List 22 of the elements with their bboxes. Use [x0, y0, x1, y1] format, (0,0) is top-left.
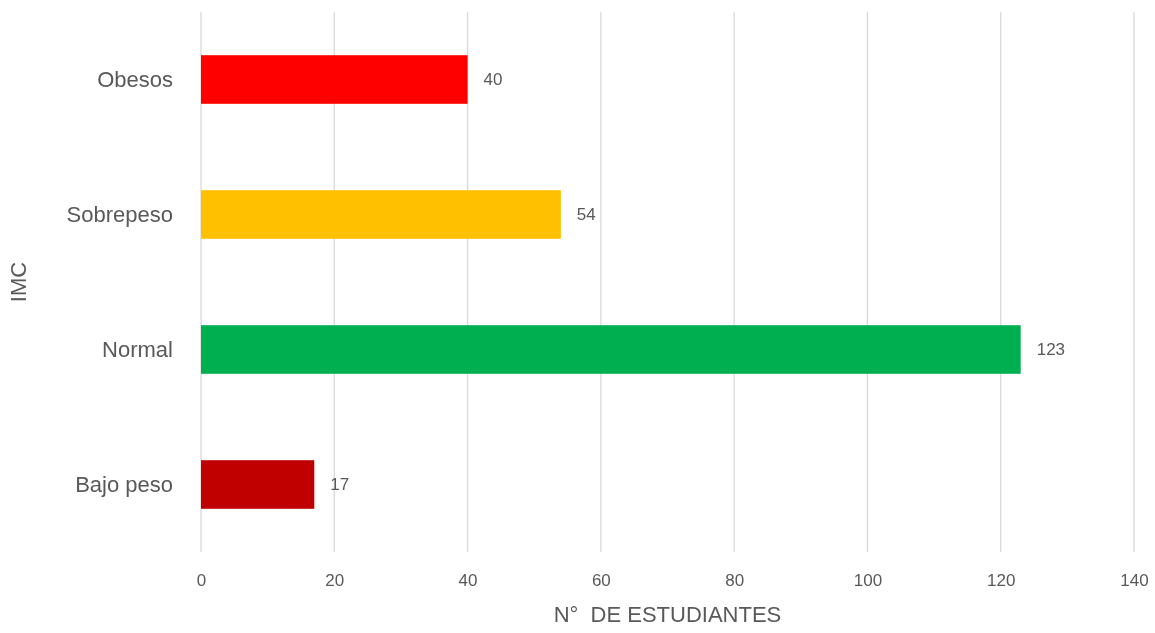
data-label: 17 — [330, 475, 350, 495]
bar — [201, 190, 561, 239]
x-tick-label: 120 — [987, 571, 1016, 591]
y-tick-label: Obesos — [97, 66, 173, 92]
data-label: 40 — [483, 70, 503, 90]
x-tick-label: 20 — [325, 571, 345, 591]
x-tick-label: 0 — [196, 571, 207, 591]
y-axis-title: IMC — [6, 261, 31, 303]
bar — [201, 325, 1021, 374]
x-tick-label: 80 — [725, 571, 745, 591]
x-tick-label: 40 — [458, 571, 478, 591]
x-tick-label: 140 — [1120, 571, 1149, 591]
x-tick-label: 60 — [591, 571, 611, 591]
data-label: 123 — [1036, 340, 1066, 360]
x-axis-title: N° DE ESTUDIANTES — [553, 602, 782, 627]
bar — [201, 55, 468, 104]
y-tick-label: Sobrepeso — [66, 201, 173, 227]
bar — [201, 460, 315, 509]
y-tick-label: Bajo peso — [75, 471, 173, 497]
data-label: 54 — [576, 205, 596, 225]
x-tick-label: 100 — [853, 571, 883, 591]
y-tick-label: Normal — [102, 336, 173, 362]
